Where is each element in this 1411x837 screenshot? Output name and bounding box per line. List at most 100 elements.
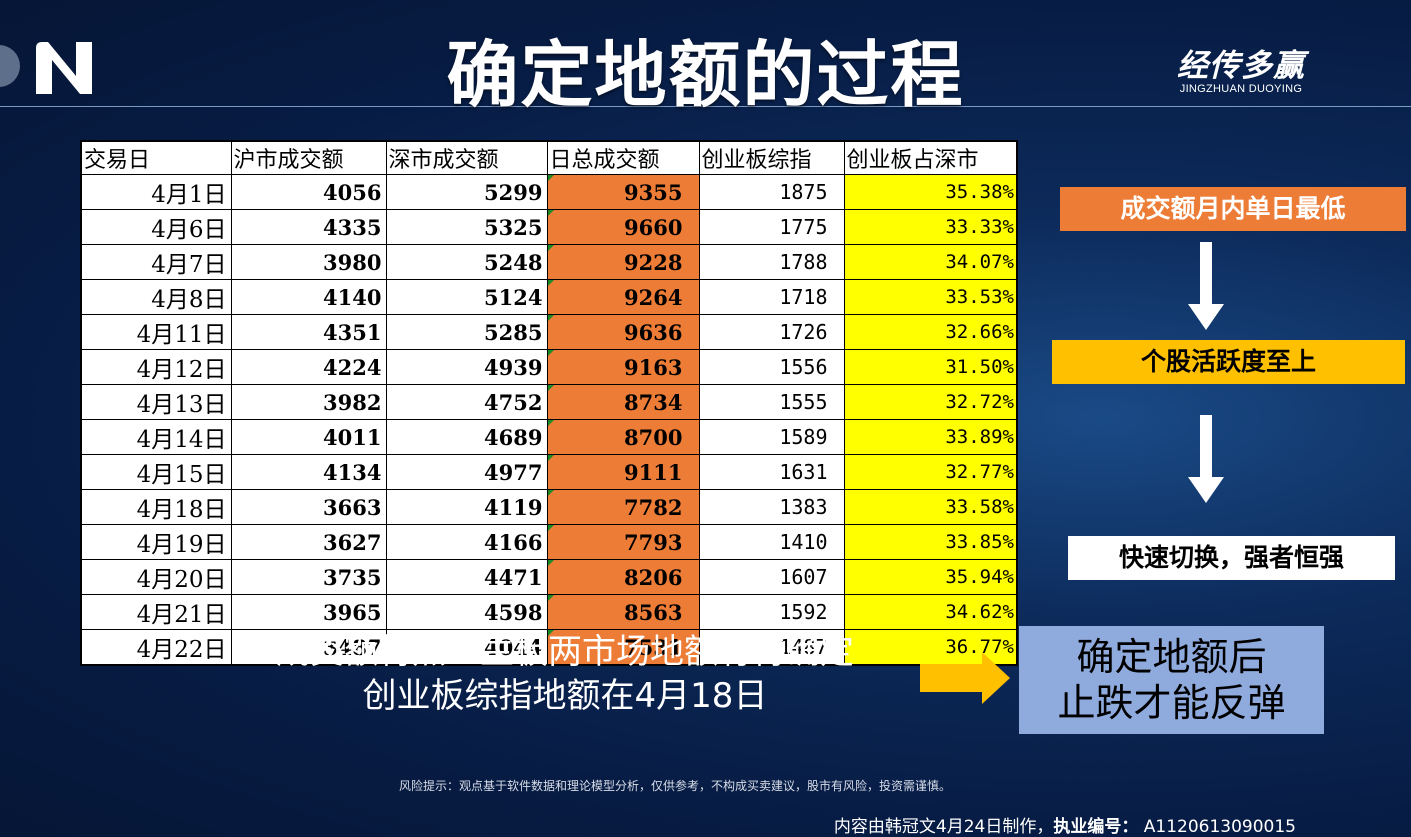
cell-sz-volume: 4598 xyxy=(385,594,548,630)
table-body: 4月1日 4056 5299 9355 1875 35.38% 4月6日 4335 5325 96… xyxy=(80,174,1018,666)
cell-sh-volume: 3735 xyxy=(230,559,387,595)
brand-name-cn: 经传多赢 xyxy=(1177,48,1305,84)
cell-gem-ratio: 33.53% xyxy=(843,279,1018,315)
cell-total-volume: 8563 xyxy=(546,594,700,630)
cell-sz-volume: 5285 xyxy=(385,314,548,350)
footer-credit: 内容由韩冠文4月24日制作，执业编号： A1120613090015 xyxy=(834,812,1296,837)
cell-date: 4月12日 xyxy=(80,349,232,385)
table-row: 4月21日 3965 4598 8563 1592 34.62% xyxy=(80,594,1018,630)
cell-sh-volume: 3663 xyxy=(230,489,387,525)
table-row: 4月20日 3735 4471 8206 1607 35.94% xyxy=(80,559,1018,595)
cell-gem-ratio: 32.77% xyxy=(843,454,1018,490)
cell-gem-ratio: 35.94% xyxy=(843,559,1018,595)
footer-license-label: 执业编号： xyxy=(1053,817,1139,837)
cell-sh-volume: 4140 xyxy=(230,279,387,315)
cell-gem-ratio: 34.62% xyxy=(843,594,1018,630)
cell-sz-volume: 4044 xyxy=(385,629,548,666)
footer-author: 内容由韩冠文4月24日制作， xyxy=(833,817,1054,837)
cell-date: 4月13日 xyxy=(80,384,232,420)
cell-sh-volume: 3982 xyxy=(230,384,387,420)
brand-name-en: JINGZHUAN DUOYING xyxy=(1179,83,1303,95)
company-logo-icon xyxy=(36,42,92,94)
header-divider xyxy=(0,106,1411,107)
cell-sz-volume: 4939 xyxy=(385,349,548,385)
cell-date: 4月6日 xyxy=(80,209,232,245)
cell-total-volume: 9660 xyxy=(546,209,700,245)
cell-date: 4月20日 xyxy=(80,559,232,595)
cell-gem-index: 1718 xyxy=(698,279,845,315)
cell-date: 4月18日 xyxy=(80,489,232,525)
column-header: 沪市成交额 xyxy=(230,140,387,175)
cell-sh-volume: 4134 xyxy=(230,454,387,490)
cell-gem-ratio: 32.66% xyxy=(843,314,1018,350)
cell-total-volume: 9264 xyxy=(546,279,700,315)
cell-gem-index: 1631 xyxy=(698,454,845,490)
page-title: 确定地额的过程 xyxy=(446,33,965,117)
footer-license-number: A1120613090015 xyxy=(1143,817,1296,837)
cell-total-volume: 7793 xyxy=(546,524,700,560)
cell-total-volume: 8734 xyxy=(546,384,700,420)
summary-line-1: 成交额特点：主板两市场地额有待确定 xyxy=(276,632,854,672)
table-row: 4月18日 3663 4119 7782 1383 33.58% xyxy=(80,489,1018,525)
cell-gem-index: 1487 xyxy=(698,629,845,666)
cell-gem-index: 1592 xyxy=(698,594,845,630)
table-row: 4月12日 4224 4939 9163 1556 31.50% xyxy=(80,349,1018,385)
cell-total-volume: 8206 xyxy=(546,559,700,595)
cell-sh-volume: 3627 xyxy=(230,524,387,560)
step-box-stock-activity: 个股活跃度至上 xyxy=(1052,340,1405,384)
cell-gem-index: 1556 xyxy=(698,349,845,385)
column-header: 创业板占深市 xyxy=(843,140,1018,175)
table-row: 4月13日 3982 4752 8734 1555 32.72% xyxy=(80,384,1018,420)
table-row: 4月7日 3980 5248 9228 1788 34.07% xyxy=(80,244,1018,280)
cell-date: 4月14日 xyxy=(80,419,232,455)
table-row: 4月11日 4351 5285 9636 1726 32.66% xyxy=(80,314,1018,350)
cell-sh-volume: 3980 xyxy=(230,244,387,280)
cell-gem-ratio: 32.72% xyxy=(843,384,1018,420)
down-arrow-icon xyxy=(1188,415,1224,503)
cell-gem-index: 1788 xyxy=(698,244,845,280)
cell-date: 4月22日 xyxy=(80,629,232,666)
cell-date: 4月7日 xyxy=(80,244,232,280)
cell-sz-volume: 4119 xyxy=(385,489,548,525)
cell-sh-volume: 4335 xyxy=(230,209,387,245)
cell-sz-volume: 4977 xyxy=(385,454,548,490)
cell-gem-index: 1726 xyxy=(698,314,845,350)
table-row: 4月15日 4134 4977 9111 1631 32.77% xyxy=(80,454,1018,490)
cell-total-volume: 7531 xyxy=(546,629,700,666)
cell-total-volume: 9163 xyxy=(546,349,700,385)
right-arrow-icon xyxy=(920,652,1010,704)
step-box-lowest-volume: 成交额月内单日最低 xyxy=(1060,187,1406,231)
cell-date: 4月21日 xyxy=(80,594,232,630)
cell-gem-index: 1410 xyxy=(698,524,845,560)
cell-sz-volume: 5299 xyxy=(385,174,548,210)
cell-total-volume: 9111 xyxy=(546,454,700,490)
conclusion-line-1: 确定地额后 xyxy=(1076,635,1267,679)
cell-total-volume: 9355 xyxy=(546,174,700,210)
cell-sz-volume: 5124 xyxy=(385,279,548,315)
table-row: 4月19日 3627 4166 7793 1410 33.85% xyxy=(80,524,1018,560)
column-header: 日总成交额 xyxy=(546,140,700,175)
table-row: 4月8日 4140 5124 9264 1718 33.53% xyxy=(80,279,1018,315)
table-header-row: 交易日 沪市成交额 深市成交额 日总成交额 创业板综指 创业板占深市 xyxy=(80,140,1018,175)
cell-sh-volume: 4011 xyxy=(230,419,387,455)
table-row: 4月1日 4056 5299 9355 1875 35.38% xyxy=(80,174,1018,210)
cell-gem-index: 1589 xyxy=(698,419,845,455)
column-header: 交易日 xyxy=(80,140,232,175)
cell-sz-volume: 4752 xyxy=(385,384,548,420)
cell-gem-index: 1383 xyxy=(698,489,845,525)
cell-total-volume: 8700 xyxy=(546,419,700,455)
cell-date: 4月8日 xyxy=(80,279,232,315)
summary-line-2: 创业板综指地额在4月18日 xyxy=(362,676,768,716)
table-row: 4月6日 4335 5325 9660 1775 33.33% xyxy=(80,209,1018,245)
cell-total-volume: 7782 xyxy=(546,489,700,525)
down-arrow-icon xyxy=(1188,242,1224,330)
table-row: 4月22日 3487 4044 7531 1487 36.77% xyxy=(80,629,1018,666)
cell-sz-volume: 5325 xyxy=(385,209,548,245)
summary-text: 成交额特点：主板两市场地额有待确定 创业板综指地额在4月18日 xyxy=(200,630,930,718)
table-row: 4月14日 4011 4689 8700 1589 33.89% xyxy=(80,419,1018,455)
column-header: 创业板综指 xyxy=(698,140,845,175)
cell-sh-volume: 4224 xyxy=(230,349,387,385)
conclusion-box: 确定地额后 止跌才能反弹 xyxy=(1019,626,1324,734)
cell-date: 4月15日 xyxy=(80,454,232,490)
cell-sh-volume: 4351 xyxy=(230,314,387,350)
